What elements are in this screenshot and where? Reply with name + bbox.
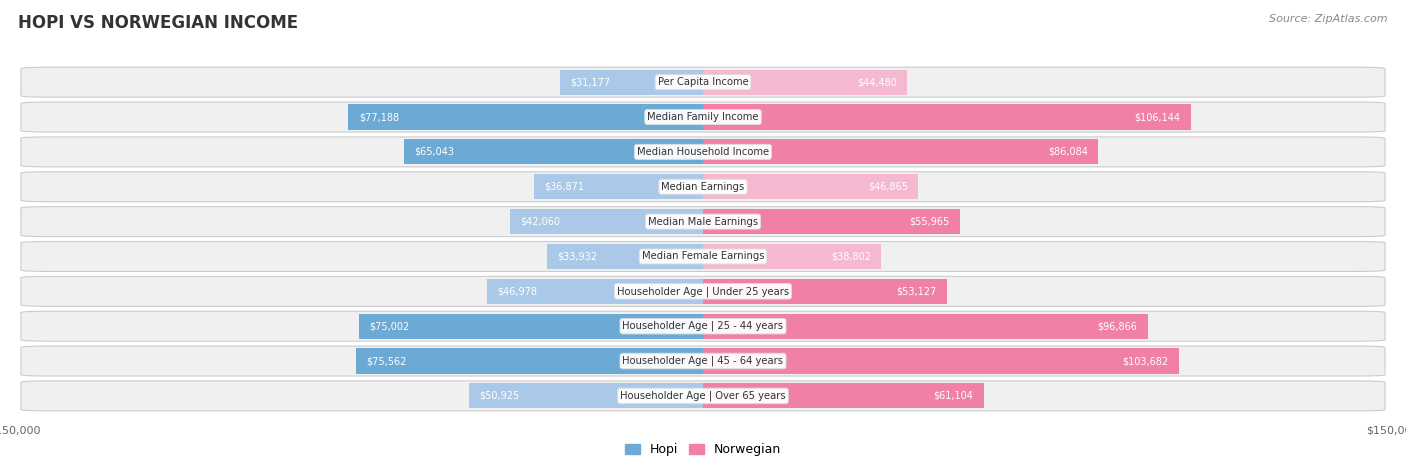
Text: $42,060: $42,060	[520, 217, 560, 226]
Bar	[560, 70, 703, 95]
Bar	[547, 244, 703, 269]
Text: $46,978: $46,978	[498, 286, 537, 297]
Text: Householder Age | Over 65 years: Householder Age | Over 65 years	[620, 391, 786, 401]
Text: Per Capita Income: Per Capita Income	[658, 77, 748, 87]
Text: Householder Age | Under 25 years: Householder Age | Under 25 years	[617, 286, 789, 297]
Text: $53,127: $53,127	[897, 286, 936, 297]
Text: Householder Age | 25 - 44 years: Householder Age | 25 - 44 years	[623, 321, 783, 332]
Bar	[703, 139, 1098, 164]
Text: $75,562: $75,562	[367, 356, 406, 366]
FancyBboxPatch shape	[21, 381, 1385, 411]
Bar	[356, 348, 703, 374]
Bar	[703, 209, 960, 234]
Text: $77,188: $77,188	[359, 112, 399, 122]
Text: $50,925: $50,925	[479, 391, 520, 401]
Bar	[703, 105, 1191, 129]
Text: $33,932: $33,932	[558, 251, 598, 262]
FancyBboxPatch shape	[21, 172, 1385, 202]
Text: $36,871: $36,871	[544, 182, 583, 192]
FancyBboxPatch shape	[21, 311, 1385, 341]
Bar	[703, 314, 1147, 339]
Text: $44,480: $44,480	[858, 77, 897, 87]
Text: Median Male Earnings: Median Male Earnings	[648, 217, 758, 226]
Text: $55,965: $55,965	[910, 217, 949, 226]
Text: Median Family Income: Median Family Income	[647, 112, 759, 122]
Bar	[349, 105, 703, 129]
Bar	[703, 279, 948, 304]
Bar	[703, 348, 1180, 374]
Text: Median Female Earnings: Median Female Earnings	[641, 251, 765, 262]
Bar	[405, 139, 703, 164]
Bar	[534, 174, 703, 199]
Text: $65,043: $65,043	[415, 147, 454, 157]
Bar	[510, 209, 703, 234]
FancyBboxPatch shape	[21, 276, 1385, 306]
Text: HOPI VS NORWEGIAN INCOME: HOPI VS NORWEGIAN INCOME	[18, 14, 298, 32]
Text: $106,144: $106,144	[1135, 112, 1180, 122]
Text: Median Earnings: Median Earnings	[661, 182, 745, 192]
Text: $75,002: $75,002	[368, 321, 409, 331]
Bar	[703, 70, 907, 95]
Text: $31,177: $31,177	[571, 77, 610, 87]
Text: $103,682: $103,682	[1123, 356, 1168, 366]
FancyBboxPatch shape	[21, 137, 1385, 167]
Bar	[470, 383, 703, 409]
Bar	[703, 244, 882, 269]
Bar	[703, 383, 984, 409]
Text: $61,104: $61,104	[934, 391, 973, 401]
Text: $46,865: $46,865	[868, 182, 908, 192]
FancyBboxPatch shape	[21, 67, 1385, 97]
FancyBboxPatch shape	[21, 102, 1385, 132]
Text: Householder Age | 45 - 64 years: Householder Age | 45 - 64 years	[623, 356, 783, 366]
Bar	[488, 279, 703, 304]
FancyBboxPatch shape	[21, 241, 1385, 271]
Text: Median Household Income: Median Household Income	[637, 147, 769, 157]
FancyBboxPatch shape	[21, 206, 1385, 237]
Text: Source: ZipAtlas.com: Source: ZipAtlas.com	[1270, 14, 1388, 24]
Bar	[703, 174, 918, 199]
Text: $96,866: $96,866	[1098, 321, 1137, 331]
Text: $38,802: $38,802	[831, 251, 870, 262]
FancyBboxPatch shape	[21, 346, 1385, 376]
Legend: Hopi, Norwegian: Hopi, Norwegian	[620, 439, 786, 461]
Bar	[359, 314, 703, 339]
Text: $86,084: $86,084	[1047, 147, 1088, 157]
